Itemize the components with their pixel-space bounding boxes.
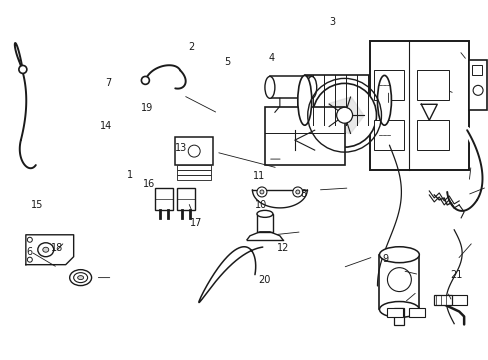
Bar <box>379 255 419 310</box>
Circle shape <box>141 76 149 84</box>
Bar <box>416 71 448 100</box>
Polygon shape <box>246 232 282 240</box>
Bar <box>175 137 213 165</box>
Ellipse shape <box>78 276 83 280</box>
Circle shape <box>256 187 266 197</box>
Text: 21: 21 <box>449 270 462 280</box>
Text: 10: 10 <box>255 200 267 210</box>
Text: 3: 3 <box>328 17 335 27</box>
Bar <box>177 170 211 175</box>
Circle shape <box>386 268 410 292</box>
Bar <box>394 307 404 325</box>
Circle shape <box>188 145 200 157</box>
Ellipse shape <box>256 210 272 217</box>
Bar <box>386 307 403 318</box>
Text: 1: 1 <box>127 170 133 180</box>
Circle shape <box>295 190 299 194</box>
Bar <box>374 71 404 100</box>
Circle shape <box>27 237 32 242</box>
Circle shape <box>27 257 32 262</box>
Circle shape <box>472 85 482 95</box>
Text: 5: 5 <box>224 57 230 67</box>
Text: 16: 16 <box>143 179 155 189</box>
Polygon shape <box>344 98 363 115</box>
Ellipse shape <box>69 270 91 285</box>
Text: 20: 20 <box>257 275 269 285</box>
Bar <box>447 294 466 305</box>
Text: 7: 7 <box>105 78 111 88</box>
Circle shape <box>312 84 376 147</box>
Ellipse shape <box>379 302 419 318</box>
Text: 2: 2 <box>187 42 194 52</box>
Bar <box>177 188 195 210</box>
Circle shape <box>260 190 264 194</box>
Text: 15: 15 <box>31 200 43 210</box>
Ellipse shape <box>297 75 311 125</box>
Text: 6: 6 <box>26 247 32 257</box>
Bar <box>269 76 311 98</box>
Ellipse shape <box>42 247 49 252</box>
Circle shape <box>19 66 27 73</box>
Bar <box>471 66 481 75</box>
Polygon shape <box>329 97 350 115</box>
Text: 11: 11 <box>252 171 264 181</box>
Bar <box>155 188 173 210</box>
Ellipse shape <box>379 247 419 263</box>
Ellipse shape <box>74 273 87 283</box>
Text: 17: 17 <box>189 218 202 228</box>
Bar <box>433 294 451 305</box>
Bar <box>468 60 486 110</box>
Polygon shape <box>328 104 344 126</box>
Ellipse shape <box>38 243 54 257</box>
Bar <box>304 75 384 125</box>
Circle shape <box>336 107 352 123</box>
Text: 8: 8 <box>299 189 305 199</box>
Polygon shape <box>328 115 349 134</box>
Bar <box>177 165 211 170</box>
Text: 14: 14 <box>100 121 112 131</box>
Bar <box>264 107 344 165</box>
Text: 9: 9 <box>382 254 388 264</box>
Text: 19: 19 <box>141 103 153 113</box>
Text: 13: 13 <box>175 143 187 153</box>
Bar <box>369 41 468 170</box>
Ellipse shape <box>264 76 274 98</box>
Text: 12: 12 <box>277 243 289 253</box>
Polygon shape <box>252 190 306 208</box>
Circle shape <box>292 187 302 197</box>
Bar <box>416 120 448 150</box>
Text: 4: 4 <box>268 53 274 63</box>
Polygon shape <box>344 115 363 134</box>
Bar <box>408 307 425 318</box>
Polygon shape <box>26 235 74 265</box>
Ellipse shape <box>377 75 390 125</box>
Bar <box>177 175 211 180</box>
Bar <box>374 120 404 150</box>
Ellipse shape <box>306 76 316 98</box>
Text: 18: 18 <box>51 243 63 253</box>
Bar <box>256 214 272 232</box>
